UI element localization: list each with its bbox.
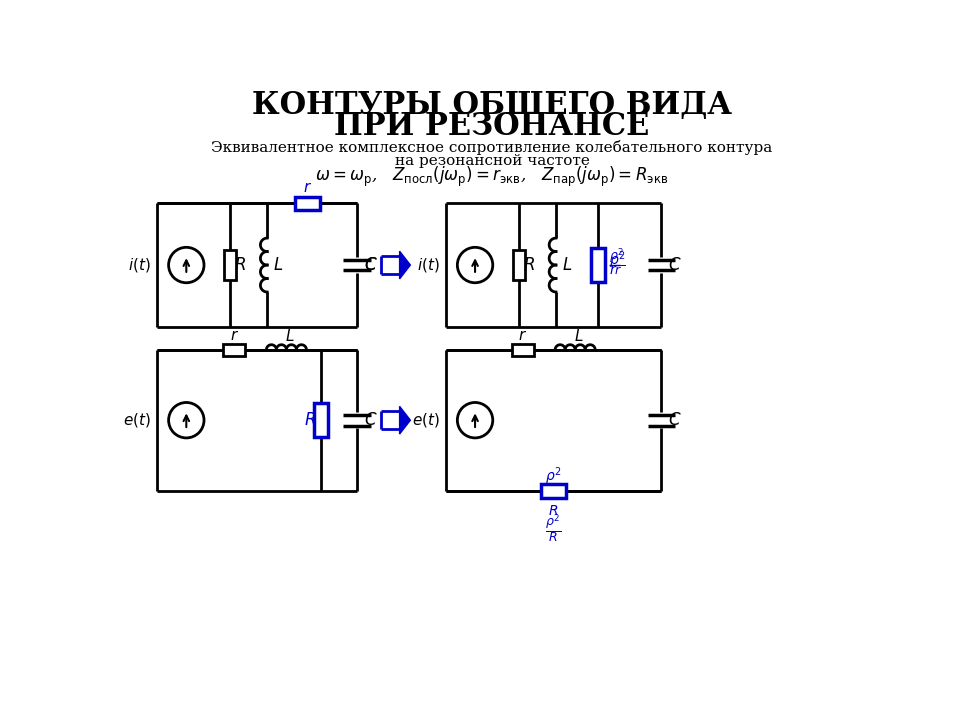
Text: $\rho^2$: $\rho^2$ xyxy=(545,465,562,487)
Text: $C$: $C$ xyxy=(365,256,378,274)
Text: $C$: $C$ xyxy=(668,412,682,428)
Text: $R$: $R$ xyxy=(234,256,246,274)
Text: $L$: $L$ xyxy=(285,328,295,344)
Text: Эквивалентное комплексное сопротивление колебательного контура: Эквивалентное комплексное сопротивление … xyxy=(211,140,773,156)
Text: $R$: $R$ xyxy=(304,412,316,428)
Text: на резонансной частоте: на резонансной частоте xyxy=(395,154,589,168)
Text: ПРИ РЕЗОНАНСЕ: ПРИ РЕЗОНАНСЕ xyxy=(334,111,650,142)
Text: $R$: $R$ xyxy=(523,256,535,274)
Bar xyxy=(591,248,605,282)
Text: $e(t)$: $e(t)$ xyxy=(412,411,440,429)
Text: $L$: $L$ xyxy=(562,256,572,274)
Text: $C$: $C$ xyxy=(365,412,378,428)
Bar xyxy=(224,251,236,279)
Text: $R$: $R$ xyxy=(548,504,559,518)
Text: $\dfrac{\rho^2}{r}$: $\dfrac{\rho^2}{r}$ xyxy=(609,247,626,279)
Text: $r$: $r$ xyxy=(609,263,617,276)
Bar xyxy=(541,484,566,498)
Text: $r$: $r$ xyxy=(229,329,239,343)
Text: КОНТУРЫ ОБЩЕГО ВИДА: КОНТУРЫ ОБЩЕГО ВИДА xyxy=(252,90,732,121)
Text: $L$: $L$ xyxy=(273,256,283,274)
Text: $i(t)$: $i(t)$ xyxy=(128,256,151,274)
Text: $L$: $L$ xyxy=(574,328,584,344)
Bar xyxy=(295,197,320,210)
Polygon shape xyxy=(399,251,410,279)
Polygon shape xyxy=(399,406,410,434)
Text: $i(t)$: $i(t)$ xyxy=(417,256,440,274)
Text: $\rho^2$: $\rho^2$ xyxy=(609,250,626,271)
Bar xyxy=(224,343,245,356)
Text: $r$: $r$ xyxy=(518,329,527,343)
Bar xyxy=(513,251,525,279)
Text: $C$: $C$ xyxy=(668,256,682,274)
Text: $r$: $r$ xyxy=(302,181,312,195)
Text: $\dfrac{\rho^2}{R}$: $\dfrac{\rho^2}{R}$ xyxy=(545,512,562,545)
Bar xyxy=(314,403,328,437)
Text: $C$: $C$ xyxy=(365,256,378,274)
Bar xyxy=(512,343,534,356)
Text: $e(t)$: $e(t)$ xyxy=(123,411,151,429)
Text: $\omega = \omega_{\mathrm{p}}$,   $Z_{\mathrm{посл}}(j\omega_{\mathrm{p}}) = r_{: $\omega = \omega_{\mathrm{p}}$, $Z_{\mat… xyxy=(316,165,668,189)
